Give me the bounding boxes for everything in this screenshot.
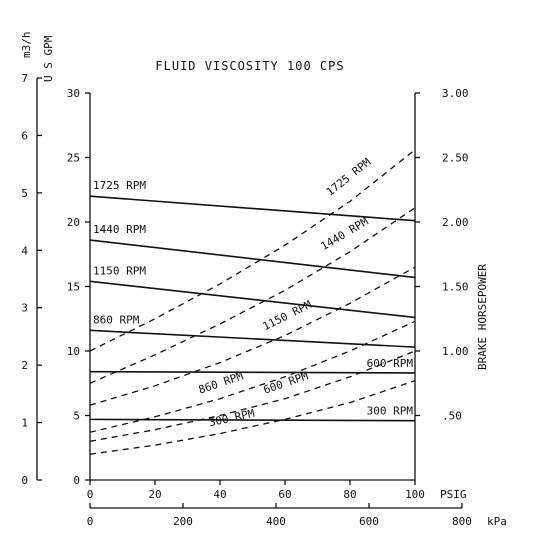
kpa-tick-label: 0 — [87, 515, 94, 528]
labels-group: 1725 RPM 1440 RPM 1150 RPM 860 RPM 600 RPM 30… — [93, 155, 413, 429]
power-curve — [89, 149, 416, 352]
power-curve — [89, 350, 416, 442]
power-curve-label: 600 RPM — [262, 369, 310, 396]
hp-tick-label: .50 — [442, 410, 462, 423]
power-curve — [89, 320, 416, 433]
hp-tick-label: 3.00 — [442, 87, 469, 100]
hp-tick-label: 1.00 — [442, 345, 469, 358]
flow-curve-label: 1150 RPM — [93, 264, 146, 277]
power-curve-label: 860 RPM — [197, 369, 245, 396]
power-curve-label: 1440 RPM — [318, 215, 370, 253]
m3h-axis-label: m3/h — [20, 32, 33, 59]
hp-tick-label: 1.50 — [442, 281, 469, 294]
flow-curve-label: 300 RPM — [367, 405, 414, 418]
hp-tick-label: 2.50 — [442, 152, 469, 165]
x-axis-label: PSIG — [440, 488, 467, 501]
flow-curve-label: 1440 RPM — [93, 223, 146, 236]
x-tick-label: 0 — [87, 488, 94, 501]
hp-axis-label: BRAKE HORSEPOWER — [476, 264, 489, 370]
y-tick-label: 5 — [73, 410, 80, 423]
power-curve-label: 1725 RPM — [324, 155, 374, 198]
flow-curve-label: 1725 RPM — [93, 179, 146, 192]
y-tick-label: 0 — [73, 474, 80, 487]
flow-curve-label: 860 RPM — [93, 313, 140, 326]
flow-curve — [89, 239, 416, 279]
m3h-tick-label: 5 — [21, 187, 28, 200]
y-tick-label: 20 — [67, 216, 80, 229]
x-tick-label: 20 — [148, 488, 161, 501]
kpa-tick-label: 200 — [173, 515, 193, 528]
m3h-tick-label: 6 — [21, 129, 28, 142]
m3h-tick-label: 0 — [21, 474, 28, 487]
flow-curve — [89, 195, 416, 222]
y-tick-label: 15 — [67, 281, 80, 294]
y-axis-label: U S GPM — [42, 35, 55, 82]
chart-title: FLUID VISCOSITY 100 CPS — [155, 59, 344, 73]
m3h-tick-label: 4 — [21, 244, 28, 257]
kpa-tick-label: 800 — [452, 515, 472, 528]
y-tick-label: 30 — [67, 87, 80, 100]
m3h-tick-label: 7 — [21, 72, 28, 85]
power-curve-label: 300 RPM — [208, 407, 256, 430]
m3h-tick-label: 1 — [21, 417, 28, 430]
y-tick-label: 25 — [67, 152, 80, 165]
m3h-tick-label: 2 — [21, 359, 28, 372]
m3h-tick-label: 3 — [21, 302, 28, 315]
flow-curve-label: 600 RPM — [367, 357, 414, 370]
curves-group — [89, 149, 416, 455]
kpa-tick-label: 600 — [359, 515, 379, 528]
flow-curve — [89, 280, 416, 319]
y-tick-label: 10 — [67, 345, 80, 358]
x-tick-label: 80 — [343, 488, 356, 501]
power-curve — [89, 380, 416, 455]
x-tick-label: 100 — [405, 488, 425, 501]
kpa-axis-label: kPa — [487, 515, 507, 528]
hp-tick-label: 2.00 — [442, 216, 469, 229]
flow-curve — [89, 329, 416, 348]
power-curve — [89, 207, 416, 384]
kpa-tick-label: 400 — [266, 515, 286, 528]
power-curve — [89, 266, 416, 406]
x-tick-label: 40 — [213, 488, 226, 501]
flow-curve — [89, 370, 416, 374]
x-tick-label: 60 — [278, 488, 291, 501]
